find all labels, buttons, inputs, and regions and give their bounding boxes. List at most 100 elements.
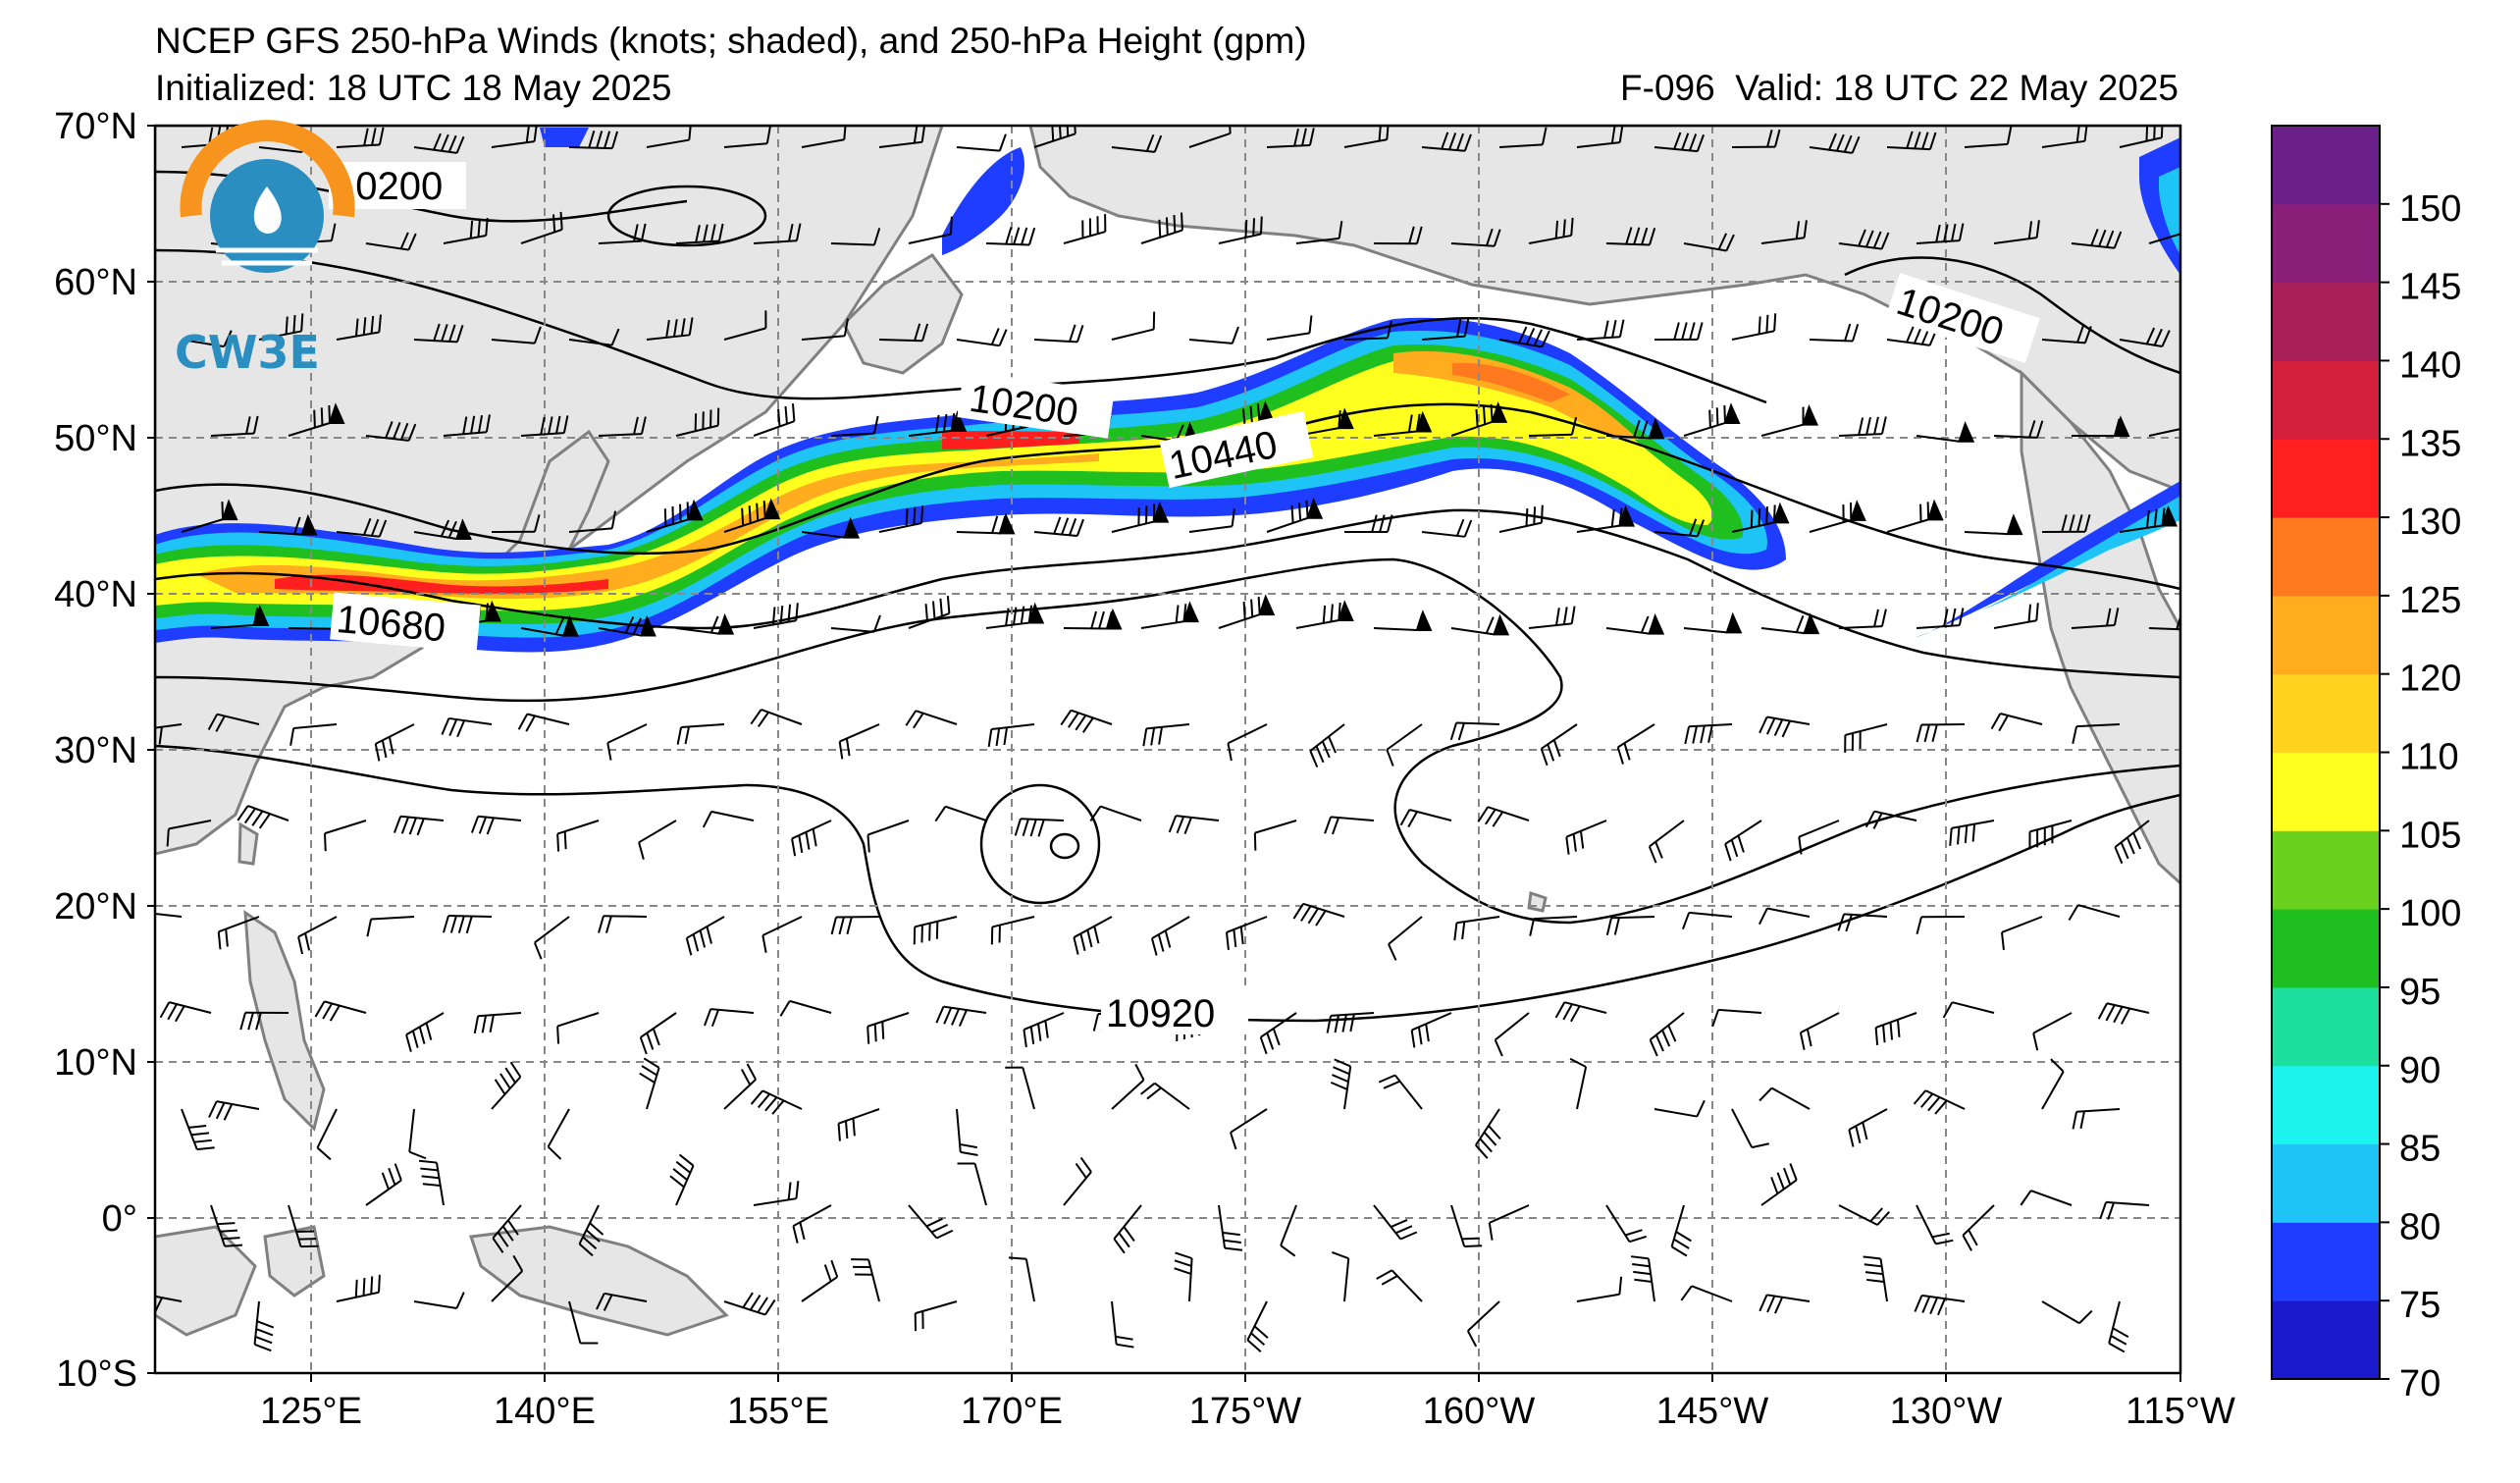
wind-barb-icon xyxy=(1993,220,2040,244)
wind-barb-icon xyxy=(2097,1002,2150,1025)
wind-barb-icon xyxy=(851,1258,880,1302)
wind-barb-icon xyxy=(908,216,953,244)
wind-barb-icon xyxy=(1494,1012,1530,1057)
wind-barb-icon xyxy=(830,614,881,633)
wind-barb-icon xyxy=(990,916,1035,945)
wind-barb-icon xyxy=(866,820,910,853)
wind-barb-icon xyxy=(1295,600,1354,629)
wind-barb-icon xyxy=(2108,1300,2129,1353)
wind-barb-icon xyxy=(750,1089,803,1115)
wind-barb-icon xyxy=(314,1000,367,1022)
wind-barb-icon xyxy=(1916,608,1965,629)
wind-barb-icon xyxy=(336,127,385,148)
colorbar-label: 70 xyxy=(2399,1363,2441,1404)
wind-barb-icon xyxy=(1654,1099,1706,1118)
wind-barb-icon xyxy=(753,403,796,437)
lat-label: 30°N xyxy=(54,730,137,771)
wind-barb-icon xyxy=(413,1292,465,1309)
wind-barb-icon xyxy=(1466,1300,1500,1348)
wind-barb-icon xyxy=(253,1300,275,1352)
wind-barb-icon xyxy=(413,518,472,540)
wind-barb-icon xyxy=(1724,820,1762,862)
colorbar-swatch xyxy=(2272,282,2380,361)
wind-barb-icon xyxy=(568,130,619,150)
wind-barb-icon xyxy=(1453,916,1500,941)
wind-barb-icon xyxy=(878,505,924,533)
wind-barb-icon xyxy=(1421,518,1473,538)
wind-barb-icon xyxy=(181,1108,215,1151)
wind-barb-icon xyxy=(1809,500,1866,533)
colorbar-label: 105 xyxy=(2399,815,2461,856)
logo-water-lines-icon xyxy=(216,247,318,266)
wind-barb-icon xyxy=(568,510,617,533)
wind-barb-icon xyxy=(1089,805,1142,822)
wind-barb-icon xyxy=(1142,723,1190,747)
wind-barb-icon xyxy=(181,330,233,348)
wind-barb-icon xyxy=(675,223,724,244)
wind-barb-icon xyxy=(2028,820,2073,850)
wind-barb-icon xyxy=(1838,609,1887,629)
colorbar-label: 130 xyxy=(2399,502,2461,543)
init-time: Initialized: 18 UTC 18 May 2025 xyxy=(155,68,672,108)
wind-barb-icon xyxy=(676,723,725,745)
contour-label-10920: 10920 xyxy=(1106,992,1215,1035)
wind-barb-icon xyxy=(1670,1204,1692,1257)
wind-barb-icon xyxy=(405,1012,445,1052)
wind-barb-icon xyxy=(2071,229,2123,249)
wind-barb-icon xyxy=(1916,1204,1954,1245)
wind-barb-icon xyxy=(1111,133,1163,153)
lon-label: 175°W xyxy=(1189,1391,1302,1432)
wind-barb-icon xyxy=(1683,233,1735,252)
wind-barb-icon xyxy=(1528,416,1578,437)
wind-barb-icon xyxy=(638,820,677,860)
wind-barb-icon xyxy=(669,1153,695,1206)
wind-barb-icon xyxy=(1605,916,1655,935)
wind-barb-icon xyxy=(753,603,799,629)
wind-barb-icon xyxy=(1759,715,1811,738)
wind-barb-icon xyxy=(723,310,767,341)
cw3e-logo: CW3E xyxy=(175,120,355,379)
colorbar-label: 90 xyxy=(2399,1050,2441,1091)
lon-label: 170°E xyxy=(961,1391,1063,1432)
wind-barb-icon xyxy=(1060,709,1113,733)
wind-barb-icon xyxy=(208,1100,260,1121)
colorbar-swatch xyxy=(2272,1065,2380,1145)
wind-barb-icon xyxy=(1838,416,1887,437)
wind-barb-icon xyxy=(606,723,648,761)
wind-barb-icon xyxy=(1111,311,1156,341)
wind-barb-icon xyxy=(2099,1200,2150,1220)
wind-barb-icon xyxy=(1649,1012,1685,1057)
wind-barb-icon xyxy=(1838,1204,1890,1226)
wind-barb-icon xyxy=(646,499,704,533)
wind-barb-icon xyxy=(1809,323,1860,343)
wind-barb-icon xyxy=(1576,126,1624,148)
wind-barb-icon xyxy=(1630,1255,1655,1302)
wind-barb-icon xyxy=(914,1300,958,1332)
logo-text: CW3E xyxy=(175,326,320,379)
colorbar-swatch xyxy=(2272,909,2380,988)
wind-barb-icon xyxy=(1225,916,1268,950)
wind-barb-icon xyxy=(1111,1300,1134,1349)
wind-barb-icon xyxy=(1540,723,1578,767)
lon-label: 115°W xyxy=(2126,1391,2235,1432)
colorbar-swatch xyxy=(2272,752,2380,831)
wind-barb-icon xyxy=(1993,603,2039,629)
wind-barb-icon xyxy=(1386,723,1423,767)
wind-barb-icon xyxy=(393,815,445,836)
wind-barb-icon xyxy=(830,415,879,437)
wind-barb-icon xyxy=(1498,326,1550,348)
colorbar-swatch xyxy=(2272,986,2380,1067)
wind-barb-icon xyxy=(1188,126,1232,148)
wind-barb-icon xyxy=(1993,420,2044,439)
wind-barb-icon xyxy=(181,499,238,533)
wind-barb-icon xyxy=(289,723,338,746)
wind-barb-icon xyxy=(1063,214,1107,244)
colorbar-swatch xyxy=(2272,1143,2380,1223)
wind-barb-icon xyxy=(1569,1057,1588,1110)
wind-barb-icon xyxy=(801,516,861,539)
wind-barb-icon xyxy=(2071,608,2120,629)
wind-barb-icon xyxy=(1576,1276,1623,1302)
wind-barb-icon xyxy=(520,211,563,244)
wind-barb-icon xyxy=(1113,1204,1142,1254)
colorbar-label: 145 xyxy=(2399,267,2461,308)
